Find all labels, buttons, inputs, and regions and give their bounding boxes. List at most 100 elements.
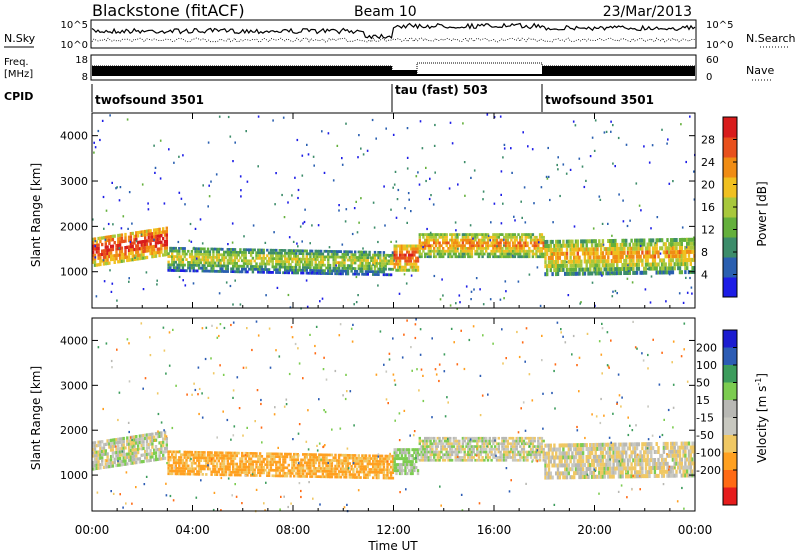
freq-tick-high: 18 [75,55,88,66]
scatter-cell [306,269,308,272]
scatter-cell [146,440,148,443]
scatter-cell [253,224,255,226]
scatter-cell [404,454,406,457]
scatter-cell [427,256,429,258]
scatter-cell [442,442,444,445]
scatter-cell [483,253,485,256]
scatter-cell [250,260,252,263]
scatter-cell [577,252,579,256]
scatter-cell [577,244,579,248]
scatter-cell [487,247,489,250]
scatter-cell [200,470,202,473]
scatter-cell [603,244,605,246]
scatter-cell [358,134,360,136]
scatter-cell [171,453,173,456]
scatter-cell [504,147,506,149]
scatter-cell [379,251,381,254]
scatter-cell [309,467,311,470]
scatter-cell [473,448,475,451]
scatter-cell [331,454,333,457]
scatter-cell [284,216,286,218]
scatter-cell [234,248,236,251]
scatter-cell [327,258,329,261]
scatter-cell [406,472,408,475]
scatter-cell [494,437,496,440]
nsky-label: N.Sky [4,32,36,45]
scatter-cell [457,183,459,185]
scatter-cell [178,156,180,158]
scatter-cell [440,451,442,454]
scatter-cell [551,476,553,480]
scatter-cell [203,468,205,471]
scatter-cell [444,445,446,448]
scatter-cell [665,300,667,302]
scatter-cell [349,471,351,474]
scatter-cell [408,269,410,272]
scatter-cell [539,453,541,456]
scatter-cell [648,251,650,255]
scatter-cell [614,239,616,243]
scatter-cell [621,471,623,475]
scatter-cell [354,262,356,265]
scatter-cell [169,459,171,462]
scatter-cell [385,128,387,130]
scatter-cell [182,258,184,261]
scatter-cell [221,267,223,270]
scatter-cell [559,475,561,479]
scatter-cell [221,452,223,455]
scatter-cell [578,272,580,276]
scatter-cell [354,207,356,209]
scatter-cell [240,303,242,305]
scatter-cell [602,251,604,255]
scatter-cell [596,247,598,251]
scatter-cell [108,262,110,265]
scatter-cell [121,250,123,253]
nsky-strip-frame [91,20,696,48]
scatter-cell [99,444,101,447]
scatter-cell [313,464,315,467]
scatter-cell [236,455,238,458]
scatter-cell [248,249,250,251]
scatter-cell [263,466,265,469]
scatter-cell [277,287,279,289]
scatter-cell [119,247,121,249]
scatter-cell [638,263,640,267]
scatter-cell [604,447,606,451]
scatter-cell [663,258,665,262]
scatter-cell [306,475,308,478]
scatter-cell [142,183,144,185]
scatter-cell [449,440,451,443]
scatter-cell [266,249,268,252]
scatter-cell [383,271,385,274]
scatter-cell [124,446,126,449]
scatter-cell [309,266,311,269]
scatter-cell [458,233,460,236]
scatter-cell [358,473,360,476]
scatter-cell [338,204,340,206]
scatter-cell [225,471,227,474]
scatter-cell [208,185,210,187]
scatter-cell [594,267,596,269]
scatter-cell [383,185,385,187]
scatter-cell [322,261,324,264]
scatter-cell [248,455,250,458]
scatter-cell [95,256,97,258]
scatter-cell [166,440,168,443]
scatter-cell [372,119,374,121]
scatter-cell [433,253,435,256]
scatter-cell [615,290,617,292]
scatter-cell [109,114,111,116]
scatter-cell [612,291,614,293]
scatter-cell [266,458,268,461]
scatter-cell [146,271,148,273]
scatter-cell [523,440,525,443]
scatter-cell [202,473,204,476]
scatter-cell [200,261,202,264]
scatter-cell [149,229,151,232]
scatter-cell [166,227,168,230]
scatter-cell [669,273,671,275]
scatter-cell [227,243,229,245]
scatter-cell [97,247,99,250]
scatter-cell [283,117,285,119]
